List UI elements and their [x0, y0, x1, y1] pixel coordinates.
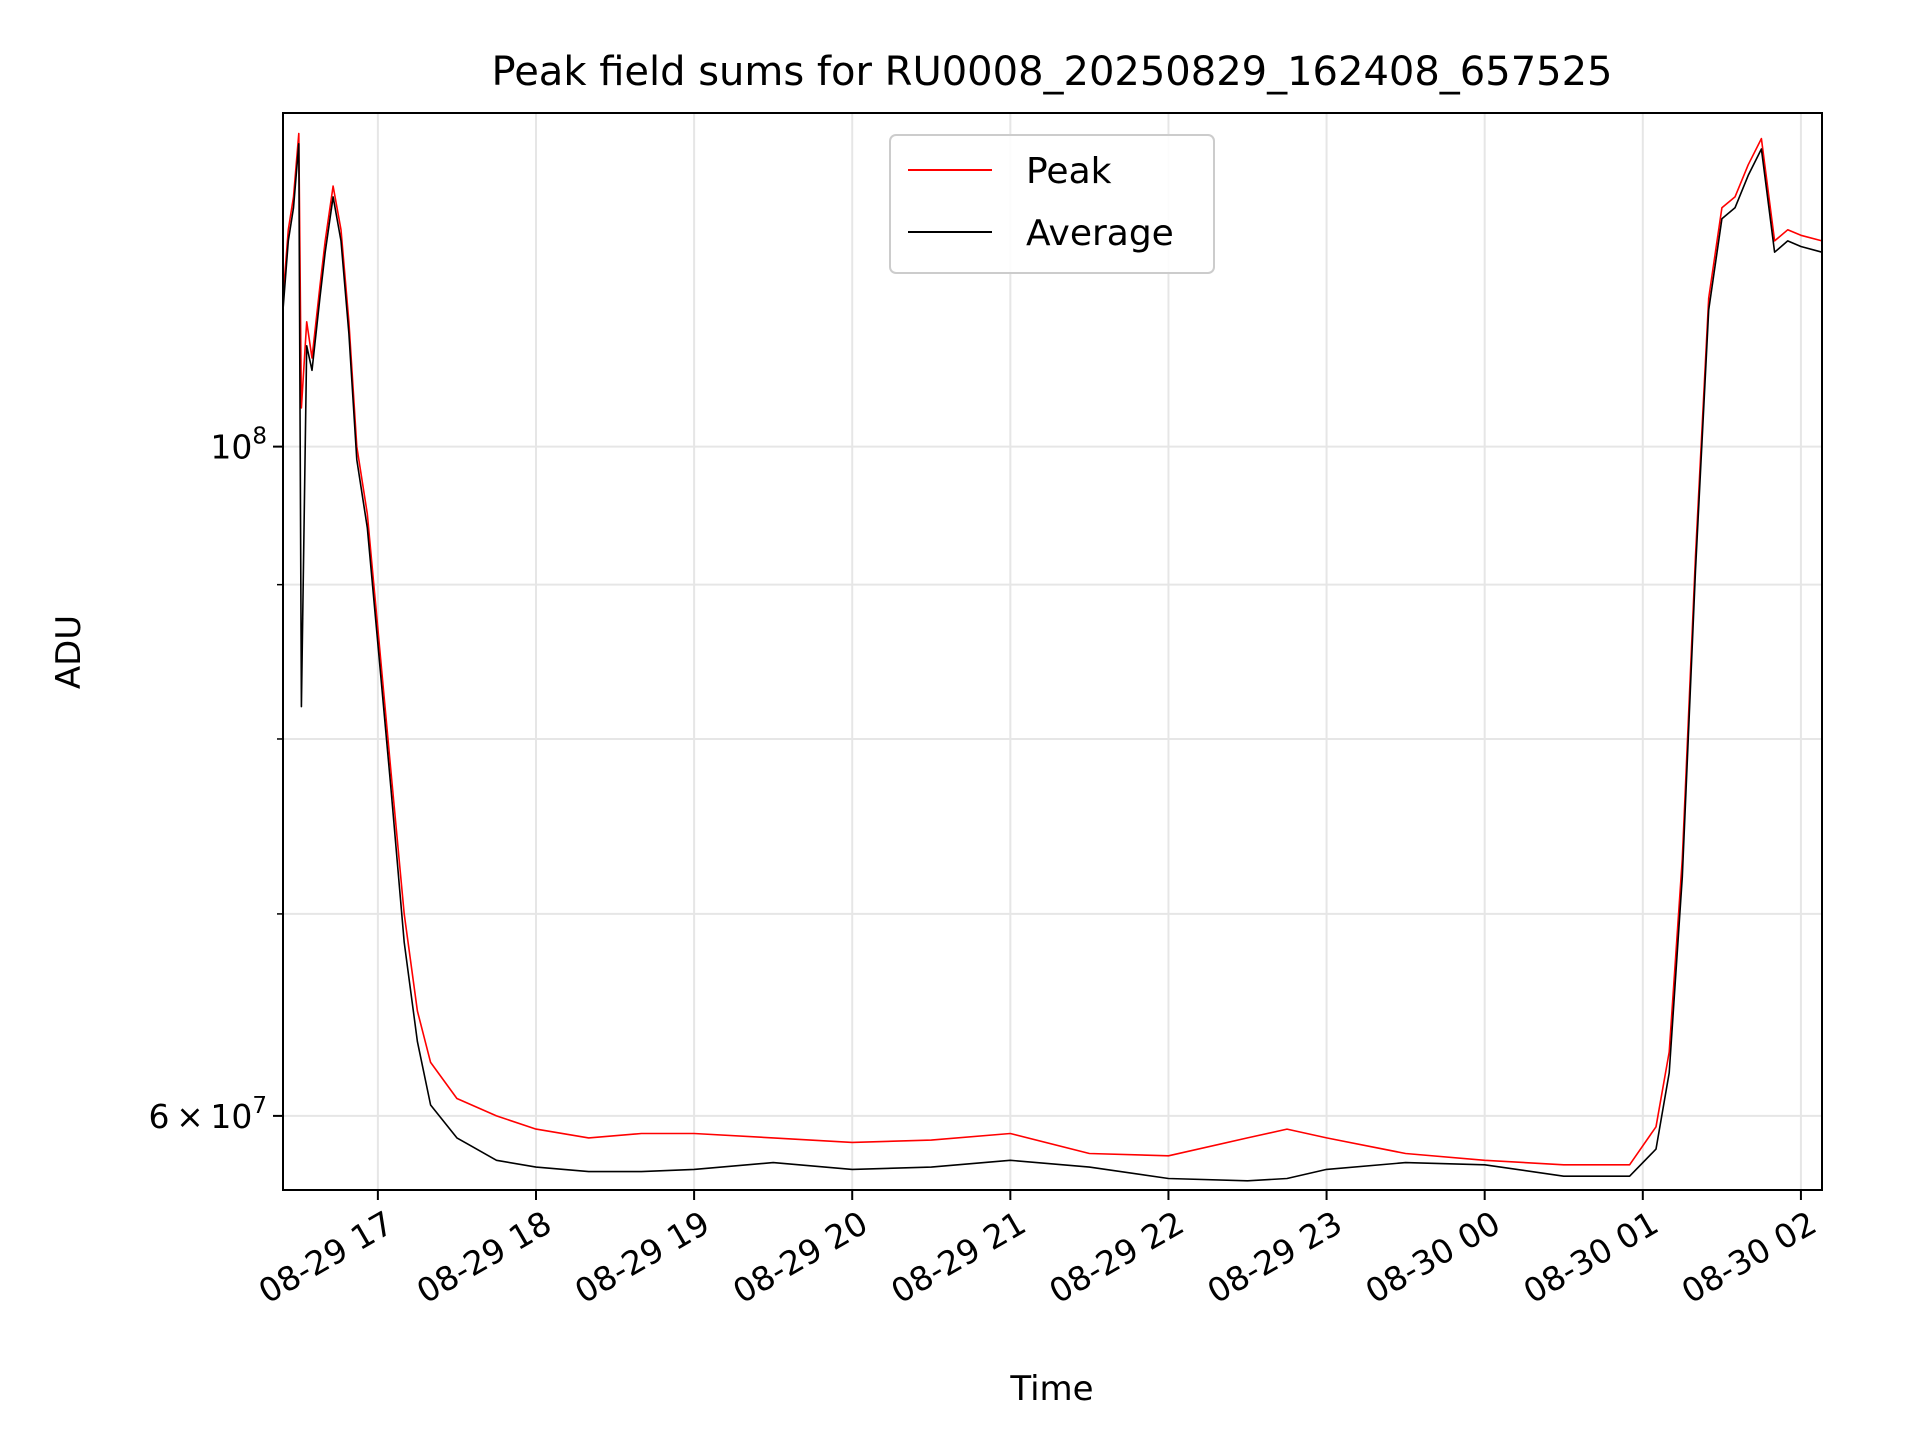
y-tick-label: 6 × 107 — [149, 1093, 267, 1136]
y-axis-label: ADU — [49, 615, 89, 689]
plot-frame — [282, 112, 1823, 1191]
legend-label-average: Average — [1026, 213, 1174, 254]
series-line-average — [282, 143, 1823, 1182]
gridlines — [283, 113, 1822, 1190]
chart-title: Peak field sums for RU0008_20250829_1624… — [492, 49, 1613, 95]
x-axis-label: Time — [1009, 1369, 1093, 1409]
legend-label-peak: Peak — [1026, 151, 1112, 192]
series-lines — [282, 132, 1823, 1182]
legend: Peak Average — [889, 134, 1215, 274]
